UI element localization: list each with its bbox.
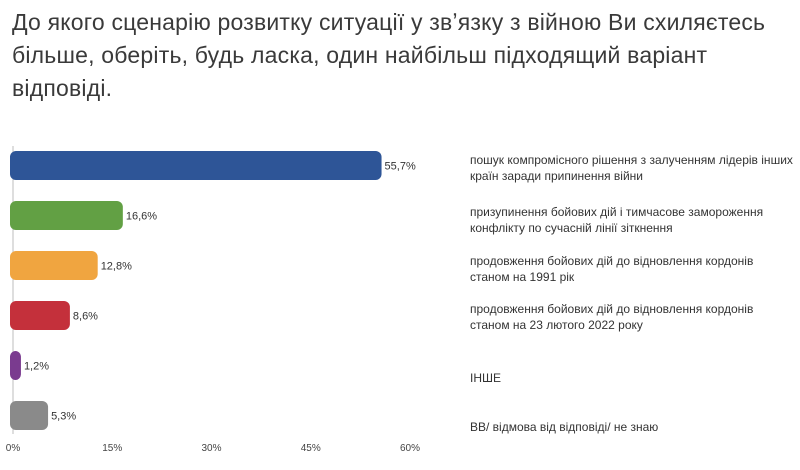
category-label-5: ІНШЕ xyxy=(470,371,502,385)
bar-5 xyxy=(10,351,21,380)
category-label-4: продовження бойових дій до відновлення к… xyxy=(470,302,754,332)
bar-1 xyxy=(10,151,382,180)
bar-2 xyxy=(10,201,123,230)
bar-4 xyxy=(10,301,70,330)
value-label-1: 55,7% xyxy=(385,161,416,173)
x-tick-label-4: 45% xyxy=(301,443,321,454)
bar-6 xyxy=(10,401,49,430)
x-tick-label-2: 15% xyxy=(102,443,122,454)
value-label-6: 5,3% xyxy=(51,411,76,423)
category-label-6: ВВ/ відмова від відповіді/ не знаю xyxy=(470,420,659,434)
category-label-1: пошук компромісного рішення з залученням… xyxy=(470,153,793,183)
value-label-5: 1,2% xyxy=(24,361,49,373)
value-label-2: 16,6% xyxy=(126,211,157,223)
x-tick-label-1: 0% xyxy=(6,443,21,454)
value-label-3: 12,8% xyxy=(101,261,132,273)
value-label-4: 8,6% xyxy=(73,311,98,323)
category-label-2: призупинення бойових дій і тимчасове зам… xyxy=(470,205,764,235)
x-tick-label-3: 30% xyxy=(201,443,221,454)
category-label-3: продовження бойових дій до відновлення к… xyxy=(470,254,754,284)
chart-title: До якого сценарію розвитку ситуації у зв… xyxy=(12,9,766,101)
x-tick-label-5: 60% xyxy=(400,443,420,454)
bar-3 xyxy=(10,251,98,280)
